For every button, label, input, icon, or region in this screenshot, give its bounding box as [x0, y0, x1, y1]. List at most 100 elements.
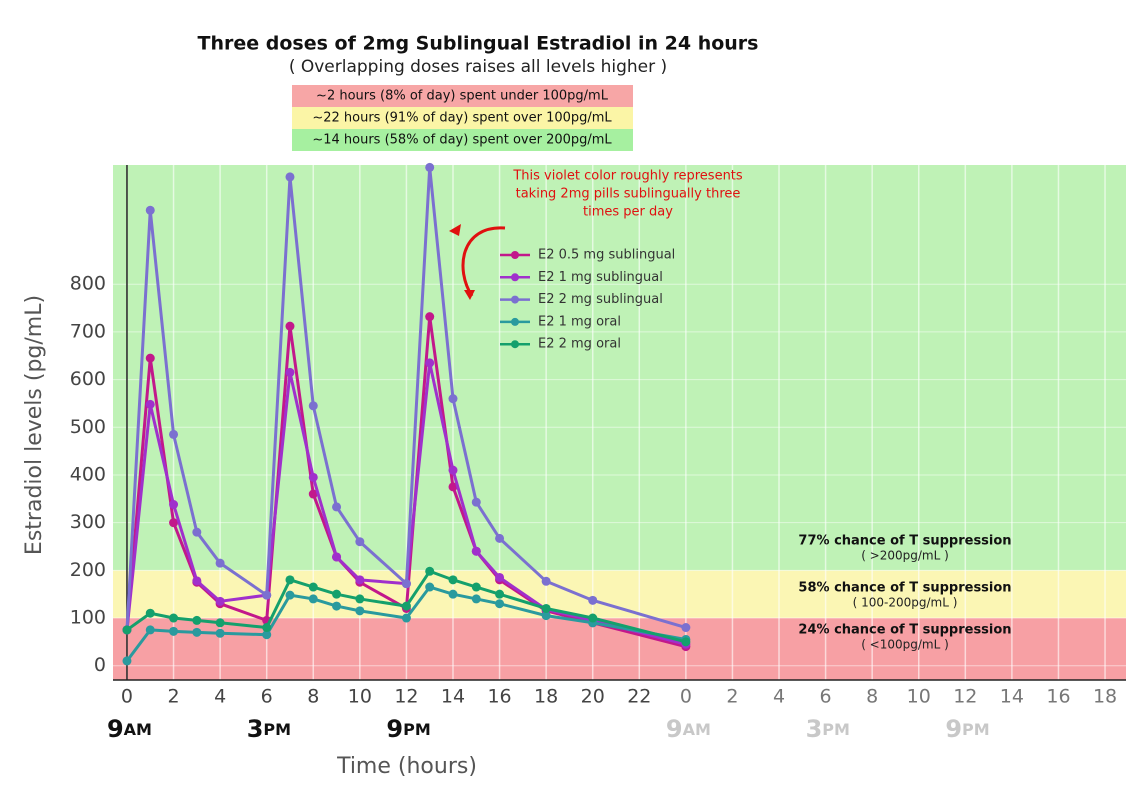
band-range: ( 100-200pg/mL )	[853, 596, 958, 610]
data-point	[169, 500, 179, 510]
dose-suffix: AM	[683, 720, 711, 739]
dose-label: 9PM	[945, 715, 989, 743]
x-tick-label: 8	[307, 686, 319, 708]
legend-dot	[511, 273, 519, 282]
data-point	[541, 611, 551, 621]
data-point	[145, 353, 155, 363]
y-tick-label: 700	[70, 320, 106, 342]
dose-label: 3PM	[247, 715, 291, 743]
x-tick-label: 2	[168, 686, 180, 708]
data-point	[285, 575, 295, 585]
data-point	[285, 172, 295, 182]
y-tick-label: 500	[70, 416, 106, 438]
stat-box	[292, 85, 633, 107]
dose-label: 9AM	[107, 715, 152, 743]
legend-label: E2 2 mg oral	[538, 337, 621, 352]
data-point	[495, 533, 505, 543]
data-point	[448, 482, 458, 492]
data-point	[471, 594, 481, 604]
annotation: times per day	[583, 205, 673, 220]
dose-label: 3PM	[806, 715, 850, 743]
stat-box	[292, 107, 633, 129]
legend-dot	[511, 295, 519, 304]
data-point	[285, 590, 295, 600]
data-point	[308, 401, 318, 411]
data-point	[332, 502, 342, 512]
data-point	[355, 594, 365, 604]
dose-hour: 9	[945, 715, 962, 743]
data-point	[145, 399, 155, 409]
x-tick-label: 2	[726, 686, 738, 708]
band-range: ( >200pg/mL )	[861, 549, 949, 563]
data-point	[448, 589, 458, 599]
data-point	[681, 637, 691, 647]
stat-text: ~2 hours (8% of day) spent under 100pg/m…	[316, 89, 609, 104]
data-point	[262, 623, 272, 633]
legend-dot	[511, 251, 519, 259]
dose-hour: 9	[107, 715, 124, 743]
data-point	[401, 601, 411, 611]
y-tick-label: 300	[70, 511, 106, 533]
dose-label: 9PM	[386, 715, 430, 743]
arrow-head	[449, 224, 461, 236]
data-point	[425, 312, 435, 322]
data-point	[285, 321, 295, 331]
y-tick-label: 200	[70, 559, 106, 581]
data-point	[308, 489, 318, 499]
x-tick-label: 8	[866, 686, 878, 708]
x-tick-label: 12	[394, 686, 418, 708]
data-point	[122, 656, 132, 666]
dose-suffix: PM	[403, 720, 431, 739]
chart-title: Three doses of 2mg Sublingual Estradiol …	[198, 33, 759, 55]
data-point	[169, 429, 179, 439]
stat-text: ~22 hours (91% of day) spent over 100pg/…	[312, 111, 612, 126]
data-point	[262, 590, 272, 600]
data-point	[215, 596, 225, 606]
data-point	[145, 625, 155, 635]
legend-dot	[511, 340, 519, 349]
data-point	[285, 367, 295, 377]
dose-suffix: PM	[263, 720, 291, 739]
data-point	[169, 626, 179, 636]
annotation-arrow	[461, 226, 506, 297]
data-point	[425, 582, 435, 592]
data-point	[332, 601, 342, 611]
arrow-head	[464, 290, 475, 300]
annotation: taking 2mg pills sublingually three	[516, 187, 741, 202]
data-point	[401, 579, 411, 589]
stat-box	[292, 129, 633, 151]
y-tick-label: 600	[70, 368, 106, 390]
y-tick-label: 100	[70, 607, 106, 629]
data-point	[681, 623, 691, 633]
data-point	[471, 582, 481, 592]
x-tick-label: 20	[581, 686, 605, 708]
x-tick-label: 16	[487, 686, 511, 708]
data-point	[215, 628, 225, 638]
data-point	[425, 358, 435, 368]
x-tick-label: 10	[348, 686, 372, 708]
data-point	[425, 162, 435, 172]
data-point	[192, 527, 202, 537]
x-tick-label: 0	[680, 686, 692, 708]
legend-label: E2 1 mg sublingual	[538, 270, 663, 285]
dose-suffix: AM	[124, 720, 152, 739]
x-tick-label: 22	[627, 686, 651, 708]
data-point	[448, 465, 458, 475]
band	[113, 165, 1126, 571]
data-point	[262, 630, 272, 640]
data-point	[448, 394, 458, 404]
stat-text: ~14 hours (58% of day) spent over 200pg/…	[312, 133, 612, 148]
data-point	[471, 546, 481, 556]
data-point	[332, 552, 342, 562]
annotation: This violet color roughly represents	[512, 169, 743, 184]
data-point	[541, 603, 551, 613]
data-point	[332, 589, 342, 599]
series-line	[125, 361, 687, 646]
legend-dot	[511, 317, 519, 326]
legend-label: E2 1 mg oral	[538, 314, 621, 329]
dose-hour: 3	[247, 715, 264, 743]
dose-suffix: PM	[822, 720, 850, 739]
series-line	[125, 165, 687, 631]
data-point	[355, 606, 365, 616]
